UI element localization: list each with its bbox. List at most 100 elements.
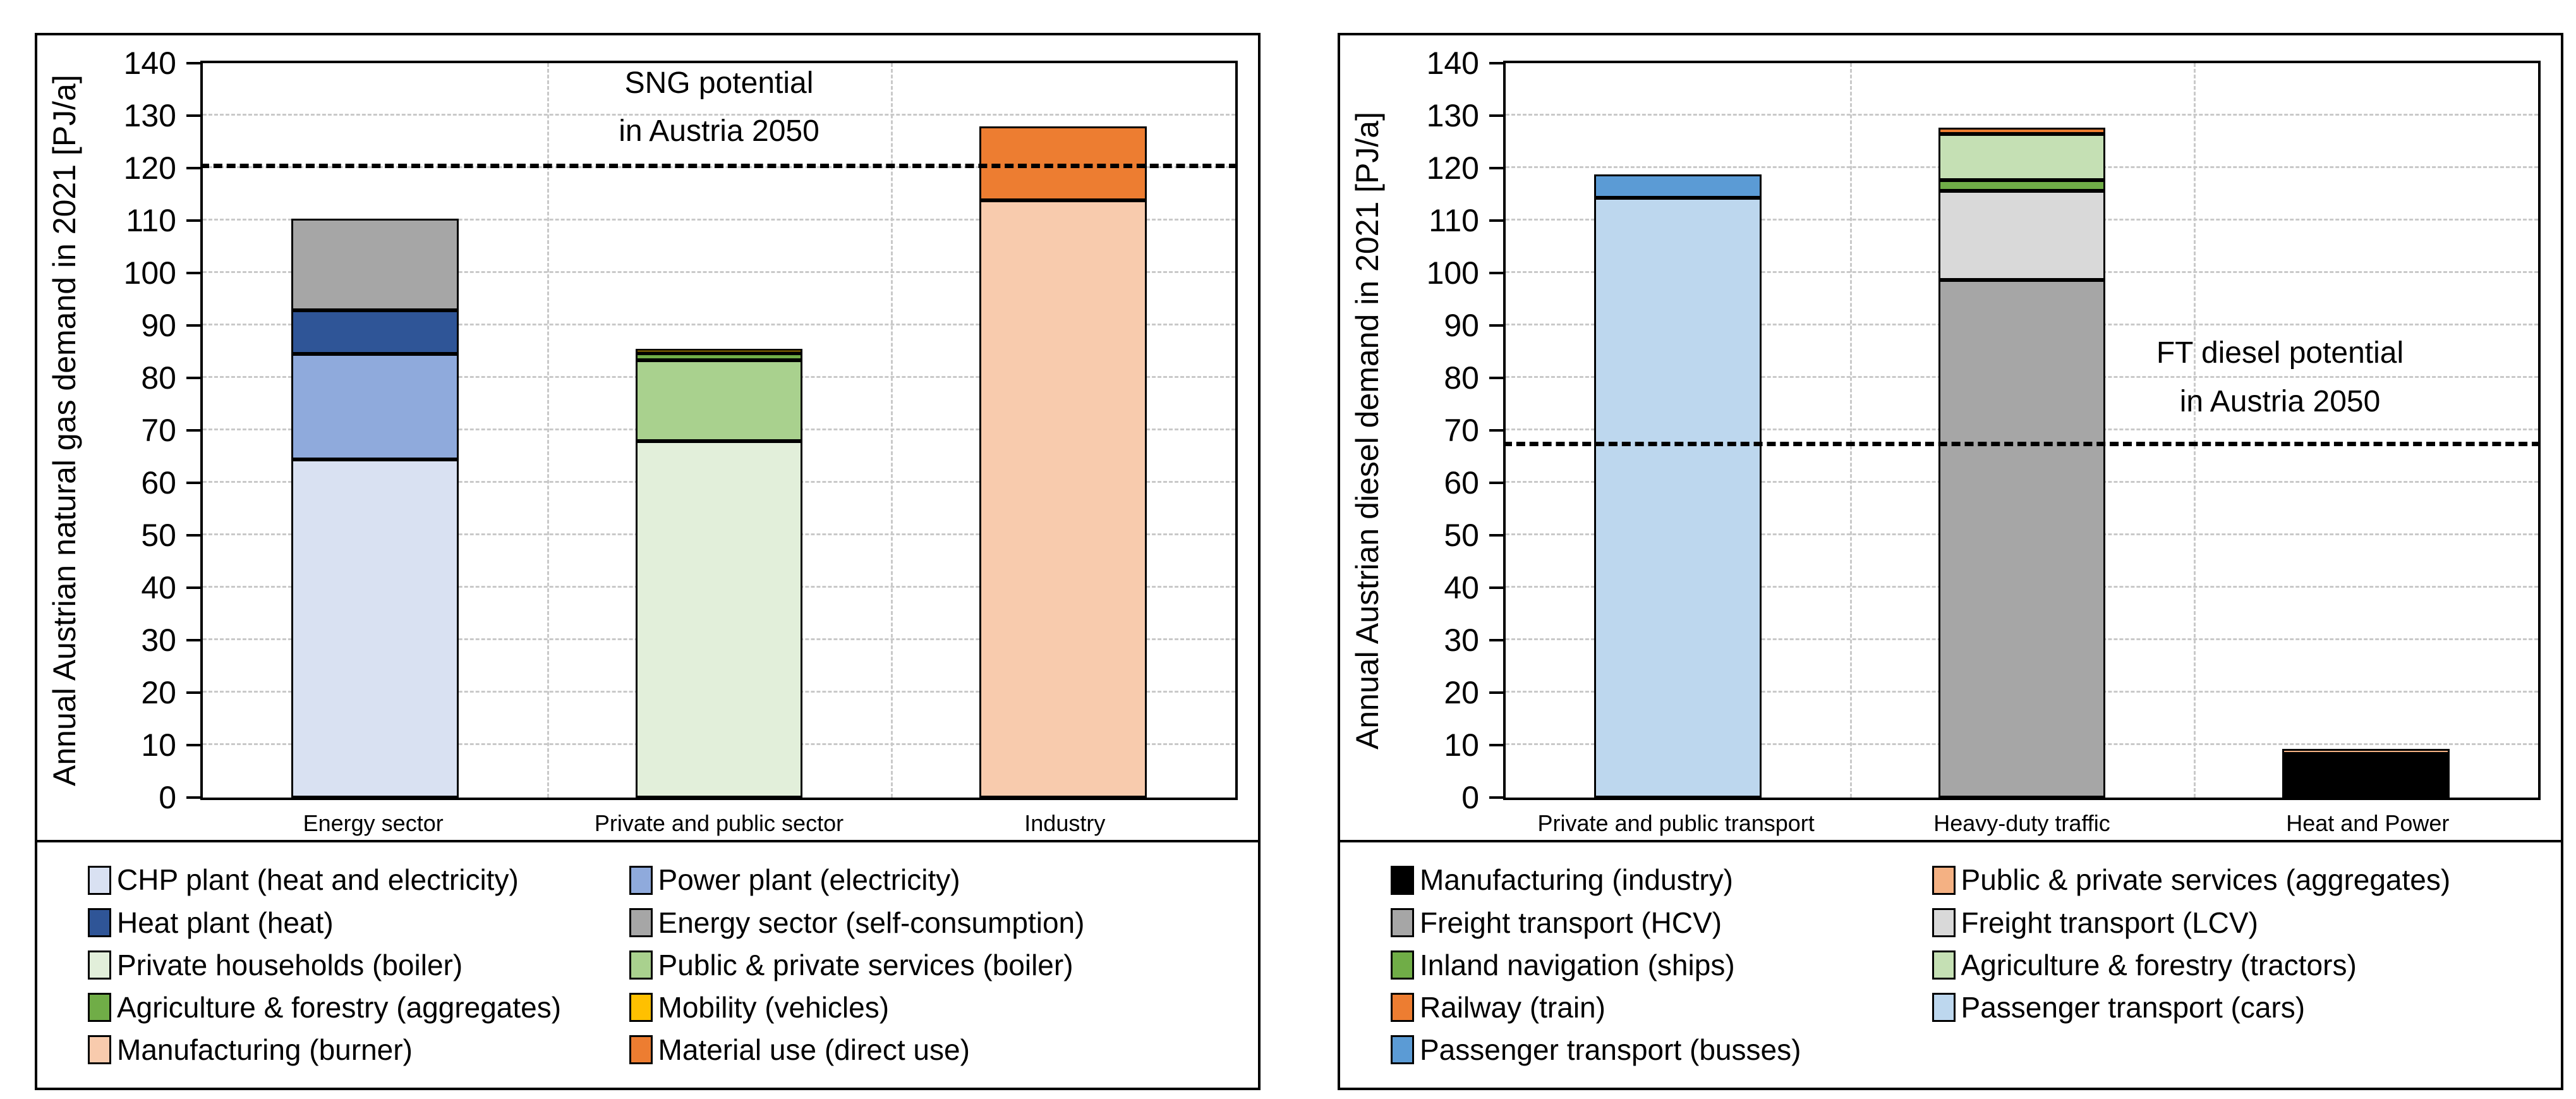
legend-item-passenger-transport-cars: Passenger transport (cars) [1932, 992, 2555, 1023]
y-tick-mark [1489, 639, 1503, 641]
plot-area: 0 10 20 30 40 50 60 70 80 90 100 110 120 130 140 FT die… [1427, 47, 2541, 813]
y-tick-label: 80 [141, 360, 176, 396]
legend-item-heat-plant-heat: Heat plant (heat) [88, 907, 629, 938]
y-tick-label: 30 [1444, 622, 1479, 658]
legend-swatch-private-households-boiler [88, 950, 111, 980]
gridline-vertical [891, 63, 893, 798]
category-label-heat-and-power: Heat and Power [2286, 810, 2450, 836]
reference-line-dashed [200, 164, 1238, 168]
panel-diesel: Annual Austrian diesel demand in 2021 [P… [1338, 33, 2563, 1090]
bar-segment-passenger-transport-cars [1593, 198, 1762, 798]
legend-item-railway-train: Railway (train) [1391, 992, 1932, 1023]
category-label-private-and-public-sector: Private and public sector [594, 810, 844, 836]
reference-line-annotation: SNG potential in Austria 2050 [619, 66, 819, 149]
legend-swatch-manufacturing-industry [1391, 865, 1414, 895]
legend-label: Freight transport (HCV) [1420, 906, 1722, 939]
y-tick-mark [186, 796, 200, 799]
legend-item-energy-sector-self-consumption: Energy sector (self-consumption) [629, 906, 1252, 939]
legend-item-material-use-direct-use: Material use (direct use) [629, 1035, 1252, 1066]
legend-item-private-households-boiler: Private households (boiler) [88, 950, 629, 980]
gridline-horizontal [1506, 114, 2538, 116]
legend-label: Freight transport (LCV) [1961, 906, 2258, 939]
legend-swatch-passenger-transport-busses [1391, 1035, 1414, 1065]
y-tick-label: 100 [123, 255, 176, 291]
legend-label: CHP plant (heat and electricity) [117, 863, 519, 897]
chart-area-natural-gas: Annual Austrian natural gas demand in 20… [37, 35, 1258, 840]
legend-label: Public & private services (boiler) [658, 948, 1073, 981]
bar-segment-material-use-direct-use [979, 126, 1147, 201]
legend-label: Railway (train) [1420, 991, 1605, 1024]
legend-swatch-manufacturing-burner [88, 1035, 111, 1065]
y-tick-label: 110 [126, 203, 176, 238]
legend-swatch-agriculture-forestry-aggregates [88, 993, 111, 1023]
y-tick-mark [186, 691, 200, 694]
plot-area: 0 10 20 30 40 50 60 70 80 90 100 110 120 130 140 SNG po… [124, 47, 1238, 813]
y-tick-label: 0 [1461, 780, 1479, 815]
gridline-horizontal [203, 324, 1235, 325]
legend-label: Mobility (vehicles) [658, 991, 890, 1024]
bar-segment-mobility-vehicles [635, 349, 803, 353]
y-tick-label: 100 [1426, 255, 1479, 291]
y-tick-label: 80 [1444, 360, 1479, 396]
bar-segment-freight-transport-lcv [1938, 190, 2106, 280]
y-tick-mark [186, 114, 200, 117]
legend-item-passenger-transport-busses: Passenger transport (busses) [1391, 1035, 1932, 1066]
chart-area-diesel: Annual Austrian diesel demand in 2021 [P… [1340, 35, 2561, 840]
y-tick-mark [186, 377, 200, 379]
legend-item-inland-navigation-ships: Inland navigation (ships) [1391, 950, 1932, 980]
bar-segment-chp-plant-heat-and-electricity [291, 459, 459, 798]
legend-label: Public & private services (aggregates) [1961, 863, 2451, 897]
legend-swatch-material-use-direct-use [629, 1035, 653, 1065]
legend-label: Agriculture & forestry (tractors) [1961, 948, 2357, 981]
y-tick-label: 60 [141, 465, 176, 501]
y-tick-mark [186, 586, 200, 589]
legend-item-public-private-services-aggregates: Public & private services (aggregates) [1932, 863, 2555, 897]
legend-swatch-public-private-services-boiler [629, 950, 653, 980]
legend-label: Manufacturing (industry) [1420, 863, 1733, 897]
y-tick-label: 110 [1429, 203, 1479, 238]
legend-label: Passenger transport (cars) [1961, 991, 2306, 1024]
bar-segment-manufacturing-burner [979, 200, 1147, 798]
category-label-industry: Industry [1024, 810, 1106, 836]
y-tick-mark [1489, 219, 1503, 222]
legend-item-mobility-vehicles: Mobility (vehicles) [629, 992, 1252, 1023]
legend-swatch-heat-plant-heat [88, 908, 111, 937]
gridline-vertical [2194, 63, 2196, 798]
y-tick-mark [1489, 324, 1503, 327]
reference-line-dashed [1503, 441, 2541, 446]
bar-segment-railway-train [1938, 128, 2106, 135]
y-tick-mark [1489, 62, 1503, 64]
legend-swatch-agriculture-forestry-tractors [1932, 950, 1956, 980]
y-tick-label: 90 [141, 308, 176, 343]
legend-swatch-energy-sector-self-consumption [629, 908, 653, 937]
category-label-energy-sector: Energy sector [303, 810, 444, 836]
legend-item-chp-plant-heat-and-electricity: CHP plant (heat and electricity) [88, 863, 629, 897]
legend-item-power-plant-electricity: Power plant (electricity) [629, 865, 1252, 896]
legend-label: Energy sector (self-consumption) [658, 906, 1085, 939]
legend-natural-gas: CHP plant (heat and electricity) Heat pla… [37, 840, 1258, 1088]
category-label-private-and-public-transport: Private and public transport [1537, 810, 1815, 836]
y-tick-label: 130 [123, 98, 176, 133]
legend-item-agriculture-forestry-aggregates: Agriculture & forestry (aggregates) [88, 992, 629, 1023]
bar-segment-energy-sector-self-consumption [291, 218, 459, 310]
y-tick-label: 140 [1426, 46, 1479, 81]
y-tick-mark [1489, 744, 1503, 746]
y-tick-mark [1489, 429, 1503, 432]
category-axis: Energy sector Private and public sector In… [200, 810, 1238, 837]
bar-segment-power-plant-electricity [291, 353, 459, 459]
y-tick-label: 40 [141, 570, 176, 605]
y-tick-mark [186, 639, 200, 641]
y-tick-label: 70 [1444, 413, 1479, 448]
category-axis: Private and public transport Heavy-duty t… [1503, 810, 2541, 837]
legend-item-public-private-services-boiler: Public & private services (boiler) [629, 950, 1252, 980]
y-tick-label: 120 [123, 150, 176, 186]
legend-swatch-public-private-services-aggregates [1932, 865, 1956, 895]
bar-segment-agriculture-forestry-aggregates [635, 353, 803, 360]
y-tick-label: 20 [141, 675, 176, 710]
y-tick-mark [186, 429, 200, 432]
y-tick-label: 60 [1444, 465, 1479, 501]
panel-natural-gas: Annual Austrian natural gas demand in 20… [35, 33, 1261, 1090]
y-tick-mark [186, 744, 200, 746]
legend-swatch-freight-transport-hcv [1391, 908, 1414, 937]
